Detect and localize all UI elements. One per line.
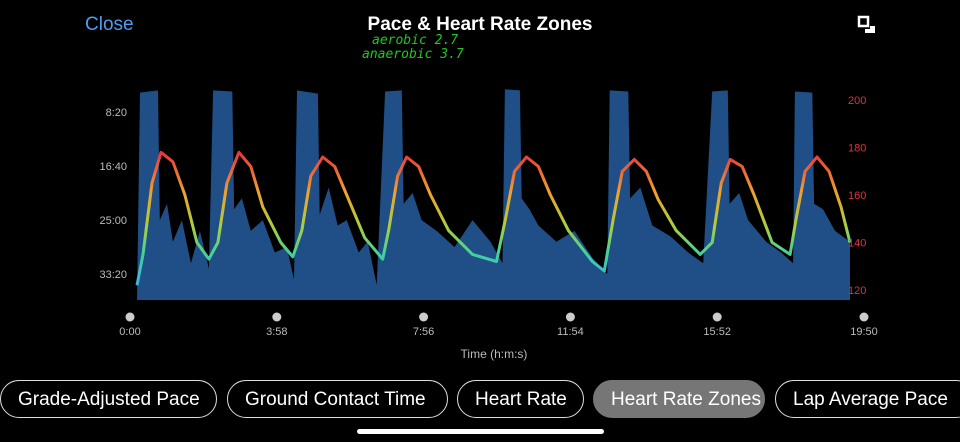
annotation-anaerobic: anaerobic 3.7: [362, 47, 464, 62]
x-tick-dot[interactable]: [712, 312, 722, 322]
right-tick-label: 120: [848, 285, 866, 297]
left-tick-label: 16:40: [99, 161, 127, 173]
x-axis-label: Time (h:m:s): [461, 347, 528, 361]
right-tick-label: 140: [848, 238, 866, 250]
page-title: Pace & Heart Rate Zones: [367, 14, 593, 35]
tab-heart-rate[interactable]: Heart Rate: [457, 380, 584, 418]
x-tick-dot[interactable]: [419, 312, 429, 322]
x-tick-dot[interactable]: [565, 312, 575, 322]
heart-rate-line: [135, 150, 852, 286]
pace-area: [137, 89, 850, 300]
x-tick-label: 3:58: [266, 326, 287, 338]
collapse-icon[interactable]: [857, 15, 877, 35]
left-tick-label: 8:20: [106, 107, 127, 119]
x-tick-label: 19:50: [850, 326, 878, 338]
right-tick-label: 180: [848, 143, 866, 155]
left-tick-label: 33:20: [99, 269, 127, 281]
x-tick-label: 7:56: [413, 326, 434, 338]
left-tick-label: 25:00: [99, 215, 127, 227]
tab-heart-rate-zones[interactable]: Heart Rate Zones: [593, 380, 765, 418]
x-tick-label: 0:00: [119, 326, 140, 338]
x-tick-dot[interactable]: [859, 312, 869, 322]
right-tick-label: 160: [848, 190, 866, 202]
x-tick-dot[interactable]: [125, 312, 135, 322]
close-button[interactable]: Close: [85, 14, 134, 35]
pace-hr-chart: 8:20 16:40 25:00 33:20 120 140 160 180 200 0:00 3:…: [99, 89, 878, 361]
x-tick-dot[interactable]: [272, 312, 282, 322]
tab-ground-contact-time[interactable]: Ground Contact Time: [227, 380, 448, 418]
x-tick-label: 11:54: [557, 326, 584, 338]
tab-lap-average-pace[interactable]: Lap Average Pace: [775, 380, 960, 418]
annotation-aerobic: aerobic 2.7: [372, 33, 459, 48]
tab-grade-adjusted-pace[interactable]: Grade-Adjusted Pace: [0, 380, 217, 418]
right-tick-label: 200: [848, 95, 866, 107]
x-tick-label: 15:52: [703, 326, 731, 338]
home-indicator: [357, 429, 604, 434]
